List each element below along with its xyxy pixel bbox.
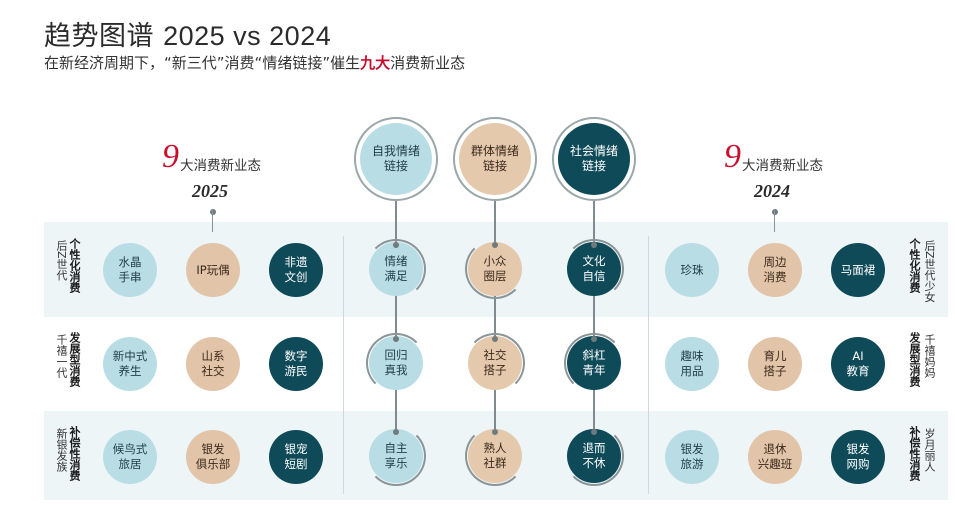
- right-item-1-3: 马面裙: [831, 243, 885, 297]
- center-line-2: [494, 200, 496, 462]
- right-item-2-2: 育儿 搭子: [748, 337, 802, 391]
- page-title: 趋势图谱 2025 vs 2024: [44, 14, 331, 53]
- left-year: 2025: [192, 181, 228, 201]
- divider-right: [648, 236, 649, 494]
- center-line-3: [593, 200, 595, 462]
- center-head-ring-1: 自我情绪 链接: [354, 117, 438, 201]
- left-connector-line: [212, 210, 213, 232]
- left-connector-dot: [210, 209, 216, 215]
- left-item-1-1: 水晶 手串: [103, 243, 157, 297]
- right-year: 2024: [754, 181, 790, 201]
- center-dot-2-2: [492, 336, 498, 342]
- center-item-3-2: 熟人 社群: [468, 429, 522, 483]
- title-years: 2025 vs 2024: [163, 21, 332, 51]
- left-item-3-3: 银宠 短剧: [269, 430, 323, 484]
- left-item-2-1: 新中式 养生: [103, 337, 157, 391]
- left-category-label-3: 补偿性消费: [68, 426, 81, 481]
- left-item-3-2: 银发 俱乐部: [186, 430, 240, 484]
- right-item-2-3: AI 教育: [831, 337, 885, 391]
- right-item-3-2: 退休 兴趣班: [748, 430, 802, 484]
- center-head-2: 群体情绪 链接: [459, 123, 531, 195]
- center-item-1-3: 文化 自信: [567, 242, 621, 296]
- title-main: 趋势图谱: [44, 21, 154, 52]
- left-big-label: 大消费新业态: [180, 158, 261, 174]
- center-item-3-1: 自主 享乐: [369, 429, 423, 483]
- center-dot-2-3: [591, 336, 597, 342]
- left-group-label-2: 千禧一代: [55, 334, 68, 378]
- left-category-label-1: 个性化消费: [68, 238, 81, 293]
- center-dot-3-1: [393, 429, 399, 435]
- right-big-number: 9: [724, 138, 741, 175]
- center-item-2-2: 社交 搭子: [468, 336, 522, 390]
- left-item-1-3: 非遗 文创: [269, 243, 323, 297]
- right-category-label-2: 发展型消费: [908, 332, 921, 387]
- right-big-label: 大消费新业态: [742, 158, 823, 174]
- center-arc-2-3: [564, 333, 624, 393]
- center-head-ring-3: 社会情绪 链接: [552, 117, 636, 201]
- left-item-2-3: 数字 游民: [269, 337, 323, 391]
- center-arc-3-3: [564, 426, 624, 486]
- right-connector-line: [774, 210, 775, 232]
- center-head-1: 自我情绪 链接: [360, 123, 432, 195]
- left-item-1-2: IP玩偶: [186, 243, 240, 297]
- center-dot-2-1: [393, 336, 399, 342]
- center-dot-1-3: [591, 242, 597, 248]
- center-arc-2-2: [465, 333, 525, 393]
- divider-left: [343, 236, 344, 494]
- subtitle-part-a: 在新经济周期下，“新三代”消费“情绪链接”催生: [44, 54, 361, 72]
- center-item-3-3: 退而 不休: [567, 429, 621, 483]
- center-item-1-1: 情绪 满足: [369, 242, 423, 296]
- subtitle-part-b: 消费新业态: [390, 54, 466, 72]
- left-item-3-1: 候鸟式 旅居: [103, 430, 157, 484]
- center-line-1: [395, 200, 397, 462]
- left-group-label-3: 新银发族: [55, 428, 68, 472]
- center-dot-3-3: [591, 429, 597, 435]
- center-arc-1-1: [366, 239, 426, 299]
- right-group-label-3: 岁月丽人: [923, 428, 936, 472]
- left-item-2-2: 山系 社交: [186, 337, 240, 391]
- center-arc-3-2: [465, 426, 525, 486]
- right-group-label-2: 千禧妈妈: [923, 334, 936, 378]
- right-connector-dot: [772, 209, 778, 215]
- left-category-label-2: 发展型消费: [68, 332, 81, 387]
- center-dot-1-1: [393, 242, 399, 248]
- right-group-label-1: 后Z世代少女: [923, 240, 936, 303]
- right-item-3-3: 银发 网购: [831, 430, 885, 484]
- center-arc-2-1: [366, 333, 426, 393]
- center-head-3: 社会情绪 链接: [558, 123, 630, 195]
- right-category-label-1: 个性化消费: [908, 238, 921, 293]
- center-arc-3-1: [366, 426, 426, 486]
- right-category-label-3: 补偿性消费: [908, 426, 921, 481]
- center-dot-1-2: [492, 242, 498, 248]
- right-item-3-1: 银发 旅游: [665, 430, 719, 484]
- center-head-ring-2: 群体情绪 链接: [453, 117, 537, 201]
- page-subtitle: 在新经济周期下，“新三代”消费“情绪链接”催生九大消费新业态: [44, 52, 465, 73]
- left-big-number: 9: [162, 138, 179, 175]
- left-group-label-1: 后Z世代: [55, 240, 68, 281]
- right-item-2-1: 趣味 用品: [665, 337, 719, 391]
- subtitle-highlight: 九大: [360, 54, 391, 72]
- center-dot-3-2: [492, 429, 498, 435]
- center-arc-1-3: [564, 239, 624, 299]
- center-item-2-3: 斜杠 青年: [567, 336, 621, 390]
- center-item-1-2: 小众 圈层: [468, 242, 522, 296]
- right-item-1-1: 珍珠: [665, 243, 719, 297]
- center-arc-1-2: [465, 239, 525, 299]
- right-item-1-2: 周边 消费: [748, 243, 802, 297]
- center-item-2-1: 回归 真我: [369, 336, 423, 390]
